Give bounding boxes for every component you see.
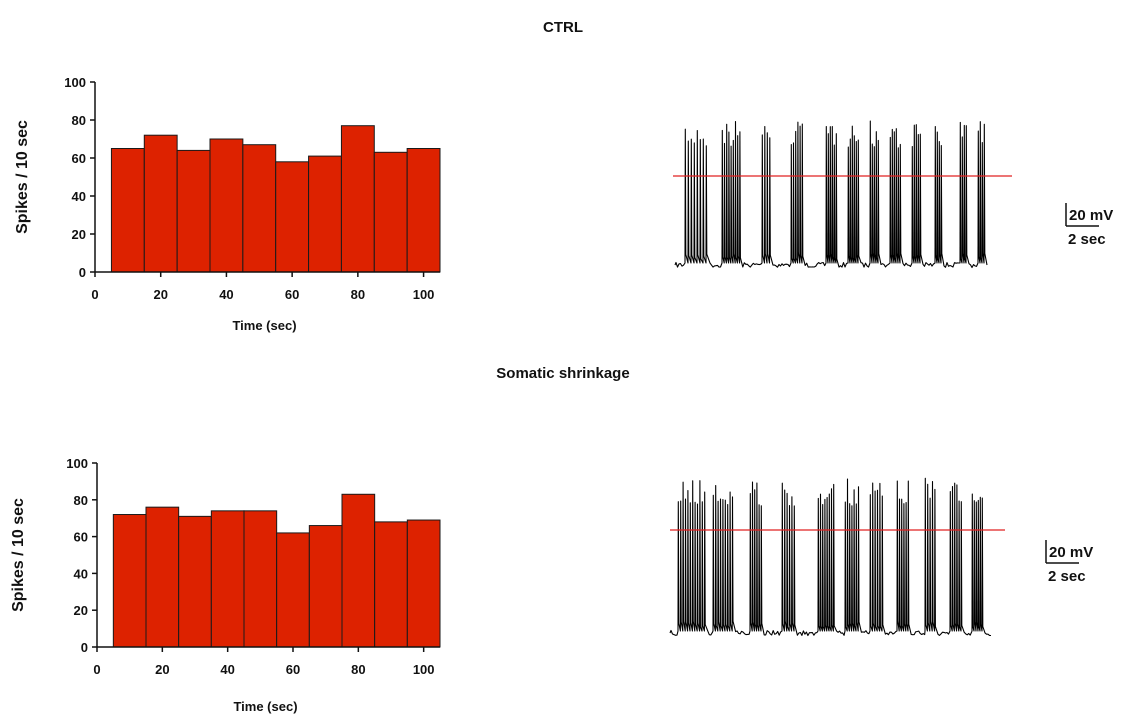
x-axis-label: Time (sec) [233,699,297,714]
scale-bar-voltage-label: 20 mV [1069,207,1113,224]
panel-title: Somatic shrinkage [496,365,629,382]
histogram-somatic-shrinkage: 0 20 40 60 80 100 0 20 40 60 80 100 Time (sec) Spikes… [10,456,441,714]
histogram-bar [308,525,343,648]
y-axis-label: Spikes / 10 sec [10,498,27,612]
y-tick-label: 60 [72,151,86,166]
x-tick-label: 20 [153,287,167,302]
histogram-ctrl: 0 20 40 60 80 100 0 20 40 60 80 100 Time (sec) Spikes… [14,75,441,333]
scale-bar-ctrl: 20 mV 2 sec [1065,203,1113,248]
scale-bar-time-label: 2 sec [1068,231,1106,248]
x-tick-label: 100 [413,287,435,302]
x-tick-label: 60 [285,287,299,302]
histogram-bar [110,148,145,273]
y-tick-label: 80 [74,493,88,508]
panel-somatic-shrinkage: Somatic shrinkage 0 20 40 60 80 100 0 20 40 60 80 1… [10,365,1093,714]
histogram-bar [145,506,180,648]
y-tick-label: 20 [72,227,86,242]
x-tick-label: 0 [93,662,100,677]
histogram-bar [210,510,245,648]
y-tick-label: 100 [66,456,88,471]
histogram-bar [243,510,278,648]
histogram-bar [209,138,244,273]
histogram-bar [308,155,342,273]
histogram-bar [340,125,375,273]
x-tick-label: 0 [91,287,98,302]
scale-bar-time-label: 2 sec [1048,568,1086,585]
voltage-trace-somatic-shrinkage [669,477,1005,637]
y-tick-label: 80 [72,113,86,128]
histogram-bar [143,134,178,273]
y-tick-label: 0 [81,640,88,655]
panel-title: CTRL [543,19,583,36]
histogram-bar [341,493,376,648]
y-tick-label: 40 [72,189,86,204]
histogram-bar [176,149,211,273]
y-tick-label: 20 [74,603,88,618]
membrane-potential-trace [674,120,988,269]
panel-ctrl: CTRL 0 20 40 60 80 100 0 20 40 60 80 100 Time (sec) S… [14,19,1113,333]
y-tick-label: 60 [74,530,88,545]
scale-bar-voltage-label: 20 mV [1049,544,1093,561]
histogram-bar [178,515,212,648]
histogram-bar [373,151,408,273]
histogram-bar [406,519,441,648]
x-tick-label: 80 [351,662,365,677]
x-tick-label: 100 [413,662,435,677]
x-tick-label: 20 [155,662,169,677]
membrane-potential-trace [669,477,992,637]
histogram-bar [374,521,408,648]
voltage-trace-ctrl [673,120,1012,269]
x-axis-label: Time (sec) [232,318,296,333]
y-tick-label: 40 [74,566,88,581]
y-tick-label: 100 [64,75,86,90]
histogram-bar [276,532,310,648]
x-tick-label: 40 [220,662,234,677]
x-tick-label: 80 [351,287,365,302]
x-tick-label: 40 [219,287,233,302]
y-axis-label: Spikes / 10 sec [14,120,31,234]
scale-bar-somatic-shrinkage: 20 mV 2 sec [1045,540,1093,585]
y-tick-label: 0 [79,265,86,280]
histogram-bar [406,148,441,273]
x-tick-label: 60 [286,662,300,677]
histogram-bar [112,514,147,648]
histogram-bar [275,161,310,273]
histogram-bar [242,144,277,273]
